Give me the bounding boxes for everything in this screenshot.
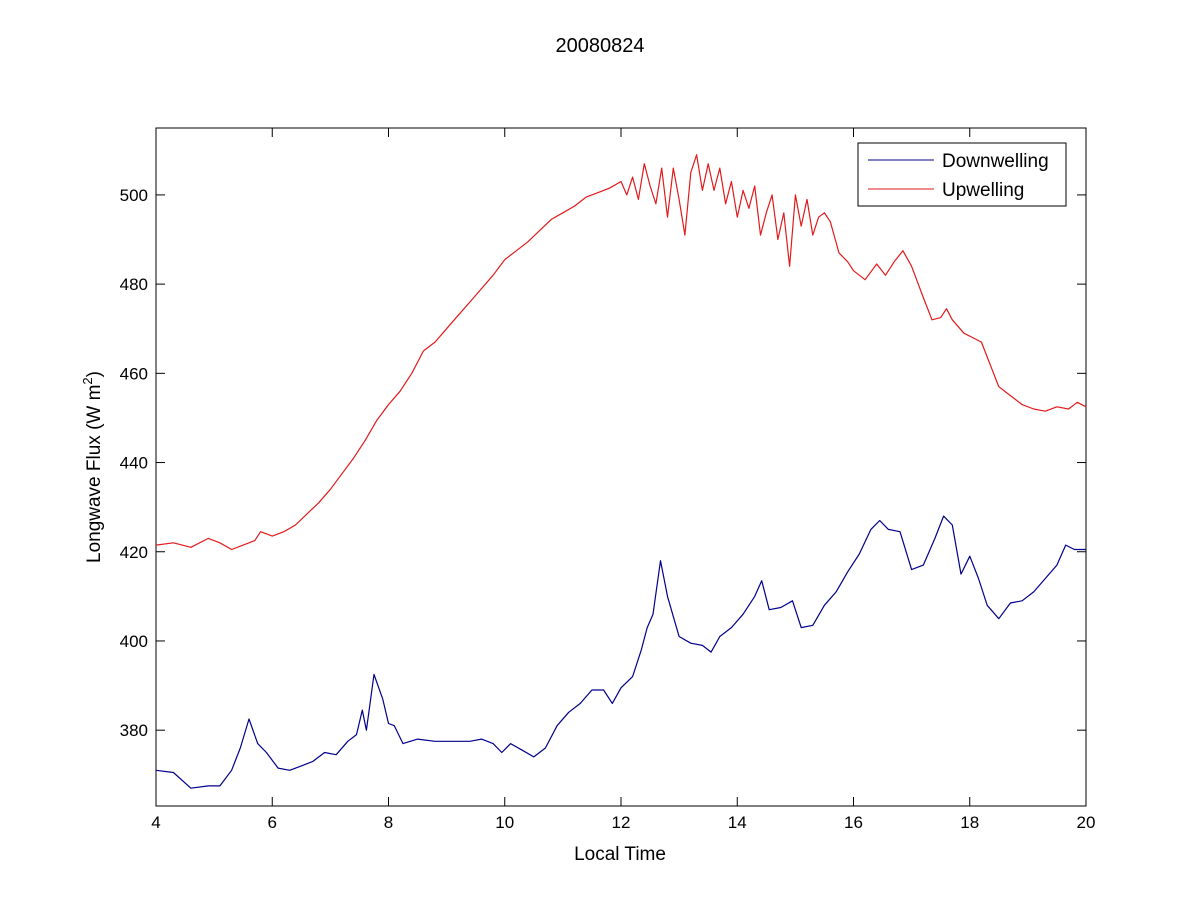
x-tick-label: 8 [384, 813, 393, 832]
y-tick-label: 380 [120, 721, 148, 740]
y-tick-label: 500 [120, 186, 148, 205]
y-axis-label-end: ) [84, 371, 105, 377]
series-layer [155, 154, 1087, 789]
plot-area: 4 6 8 10 12 14 16 18 20 380 400 420 440 460 480 500 [120, 127, 1096, 832]
y-tick-label: 400 [120, 632, 148, 651]
x-tick-label: 16 [844, 813, 863, 832]
y-tick-label: 480 [120, 275, 148, 294]
legend-label-upwelling: Upwelling [942, 180, 1024, 201]
y-axis-label-main: Longwave Flux (W m [84, 385, 105, 563]
x-tick-label: 10 [495, 813, 514, 832]
chart-title: 20080824 [556, 35, 645, 57]
legend-box [857, 142, 1067, 207]
y-tick-label: 420 [120, 543, 148, 562]
series-line-upwelling [155, 154, 1087, 551]
series-line-downwelling [155, 515, 1086, 789]
x-tick-label: 6 [268, 813, 277, 832]
y-axis-label-superscript: 2 [80, 377, 95, 384]
x-tick-label: 18 [960, 813, 979, 832]
y-axis-label: Longwave Flux (W m2) [80, 371, 105, 563]
tick-layer: 4 6 8 10 12 14 16 18 20 380 400 420 440 460 480 500 [120, 128, 1096, 832]
legend-label-downwelling: Downwelling [942, 151, 1049, 172]
y-tick-label: 440 [120, 454, 148, 473]
x-tick-label: 12 [612, 813, 631, 832]
x-tick-label: 4 [151, 813, 160, 832]
x-tick-label: 20 [1077, 813, 1096, 832]
x-tick-label: 14 [728, 813, 747, 832]
x-axis-label: Local Time [574, 844, 666, 865]
legend: Downwelling Upwelling [857, 142, 1067, 207]
y-tick-label: 460 [120, 364, 148, 383]
